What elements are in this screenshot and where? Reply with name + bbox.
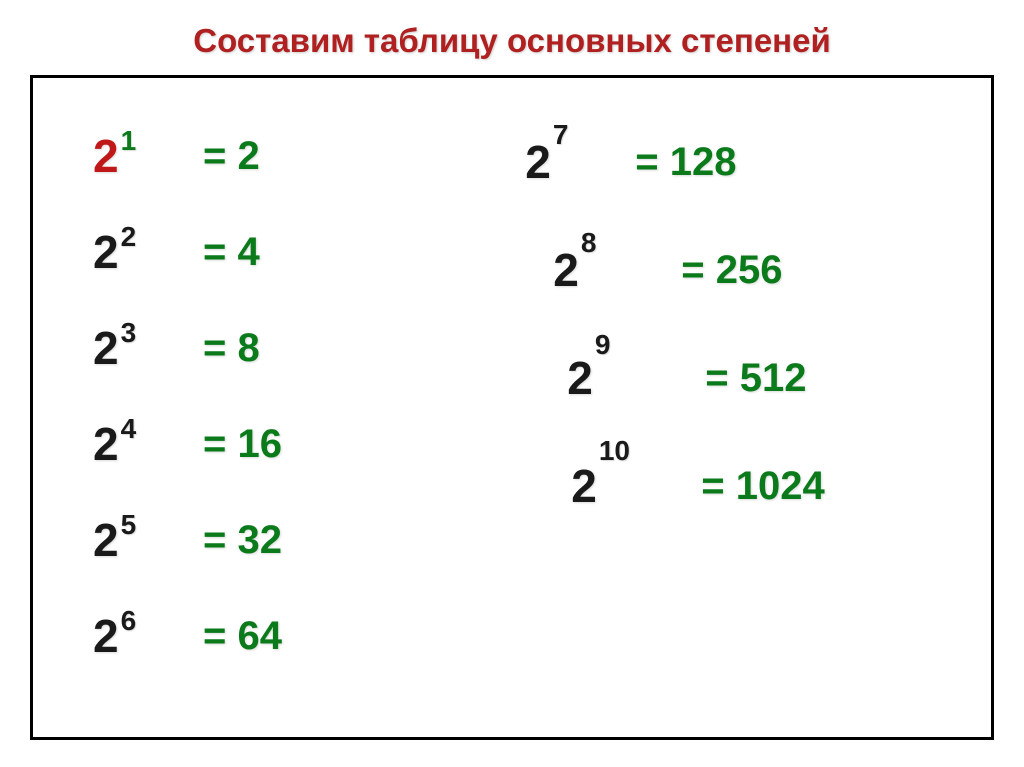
power-base: 2 (93, 514, 119, 566)
power-exponent: 6 (121, 605, 137, 636)
base-exp-group: 26 (93, 609, 193, 663)
power-result: = 16 (203, 422, 282, 467)
power-exponent: 2 (121, 221, 137, 252)
power-exponent: 8 (581, 227, 597, 258)
power-exponent: 7 (553, 119, 569, 150)
power-base: 2 (93, 418, 119, 470)
page-title: Составим таблицу основных степеней (0, 0, 1024, 60)
power-result: = 8 (203, 326, 260, 371)
power-base: 2 (93, 226, 119, 278)
base-exp-group: 23 (93, 321, 193, 375)
power-row: 23 = 8 (93, 300, 495, 396)
power-base: 2 (93, 322, 119, 374)
columns-wrap: 21 = 2 22 = 4 23 = 8 24 = 16 (33, 78, 991, 737)
power-result: = 4 (203, 230, 260, 275)
power-base: 2 (571, 460, 597, 512)
power-row: 25 = 32 (93, 492, 495, 588)
right-column: 27 = 128 28 = 256 29 = 512 210 = (495, 108, 931, 717)
base-exp-group: 24 (93, 417, 193, 471)
base-exp-group: 21 (93, 129, 193, 183)
power-row: 22 = 4 (93, 204, 495, 300)
power-result: = 512 (705, 356, 806, 401)
power-base: 2 (553, 244, 579, 296)
base-exp-group: 27 (525, 135, 625, 189)
power-result: = 256 (681, 248, 782, 293)
power-exponent: 1 (121, 125, 137, 156)
power-row: 24 = 16 (93, 396, 495, 492)
power-row: 210 = 1024 (525, 432, 931, 540)
power-row: 27 = 128 (525, 108, 931, 216)
base-exp-group: 28 (553, 243, 653, 297)
power-result: = 64 (203, 614, 282, 659)
power-exponent: 10 (599, 435, 630, 466)
base-exp-group: 25 (93, 513, 193, 567)
power-exponent: 9 (595, 329, 611, 360)
power-base: 2 (525, 136, 551, 188)
base-exp-group: 29 (567, 351, 667, 405)
power-row: 28 = 256 (525, 216, 931, 324)
power-result: = 128 (635, 140, 736, 185)
power-exponent: 3 (121, 317, 137, 348)
power-result: = 32 (203, 518, 282, 563)
power-base: 2 (93, 610, 119, 662)
powers-box: 21 = 2 22 = 4 23 = 8 24 = 16 (30, 75, 994, 740)
base-exp-group: 22 (93, 225, 193, 279)
power-result: = 1024 (701, 464, 824, 509)
base-exp-group: 210 (571, 459, 671, 513)
power-row: 29 = 512 (525, 324, 931, 432)
power-exponent: 5 (121, 509, 137, 540)
power-result: = 2 (203, 134, 260, 179)
power-base: 2 (567, 352, 593, 404)
power-exponent: 4 (121, 413, 137, 444)
power-row: 26 = 64 (93, 588, 495, 684)
power-row: 21 = 2 (93, 108, 495, 204)
power-base: 2 (93, 130, 119, 182)
left-column: 21 = 2 22 = 4 23 = 8 24 = 16 (93, 108, 495, 717)
